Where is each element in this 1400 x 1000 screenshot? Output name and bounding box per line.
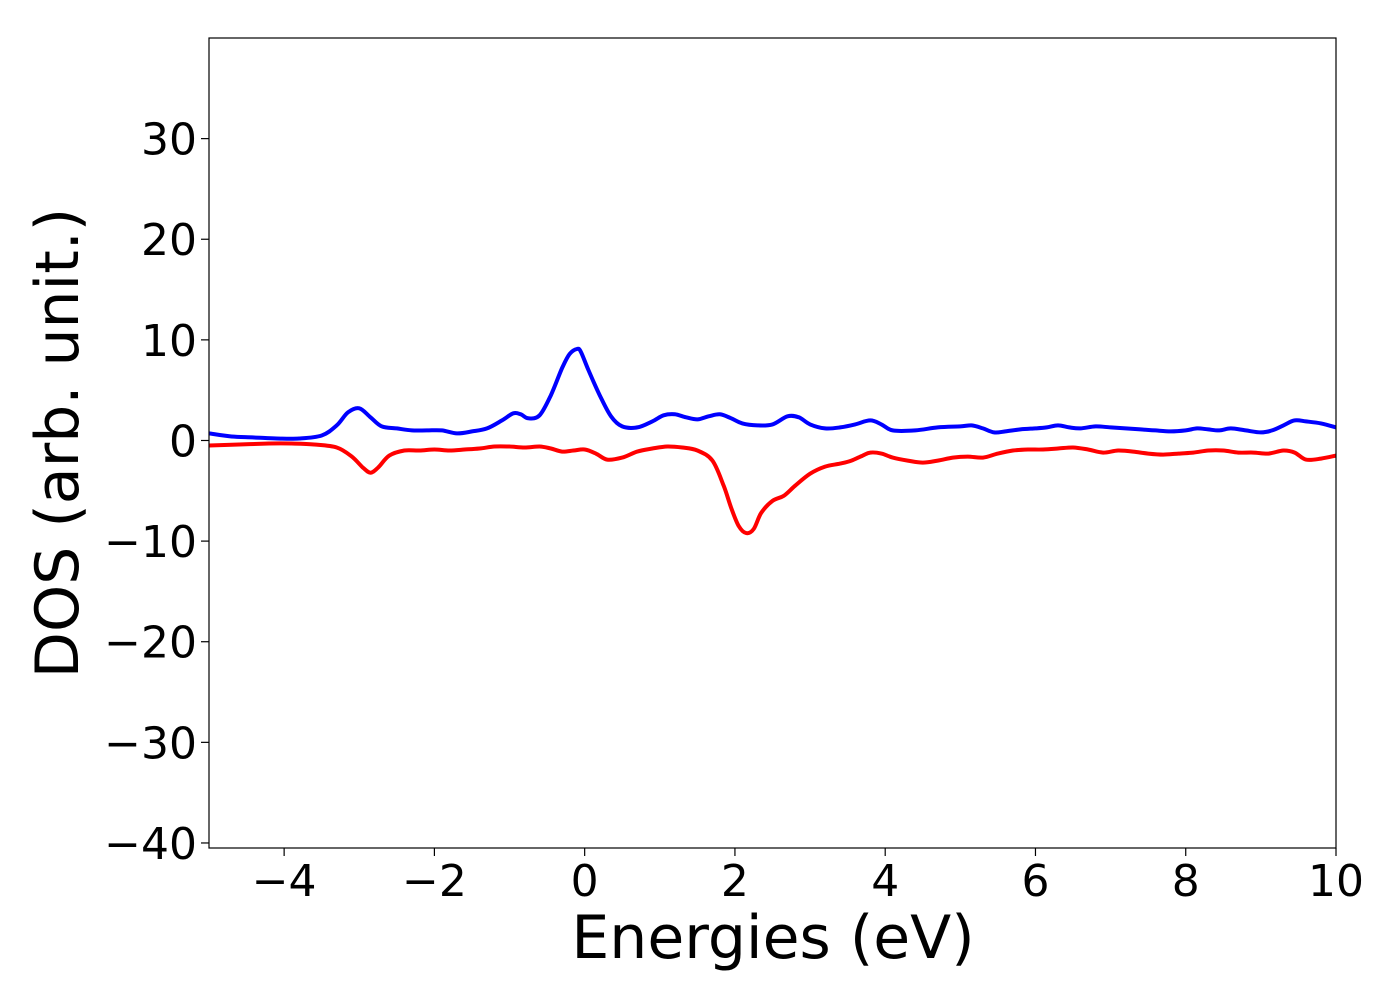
x-tick-label: 8 (1172, 856, 1200, 907)
x-tick-label: −2 (402, 856, 467, 907)
plot-area (208, 37, 1337, 849)
y-tick-label: −30 (104, 718, 197, 769)
y-tick-label: 0 (169, 416, 197, 467)
y-axis: −40 −30 −20 −10 0 10 20 30 (104, 115, 209, 870)
plot-frame (208, 37, 1337, 849)
x-tick-label: 2 (721, 856, 749, 907)
y-tick-label: −40 (104, 819, 197, 870)
x-tick-label: 4 (871, 856, 899, 907)
x-axis-title: Energies (eV) (571, 903, 974, 973)
x-tick-label: 10 (1308, 856, 1364, 907)
series-line-2 (209, 441, 1336, 536)
x-axis: −4 −2 0 2 4 6 8 10 (252, 848, 1364, 907)
x-tick-label: 0 (571, 856, 599, 907)
y-tick-label: 20 (141, 215, 197, 266)
y-tick-label: −10 (104, 517, 197, 568)
y-tick-label: −20 (104, 618, 197, 669)
y-tick-label: 10 (141, 316, 197, 367)
y-tick-label: 30 (141, 115, 197, 166)
x-tick-label: −4 (252, 856, 317, 907)
y-axis-title: DOS (arb. unit.) (23, 208, 93, 678)
series-line-1 (209, 346, 1336, 441)
x-tick-label: 6 (1021, 856, 1049, 907)
